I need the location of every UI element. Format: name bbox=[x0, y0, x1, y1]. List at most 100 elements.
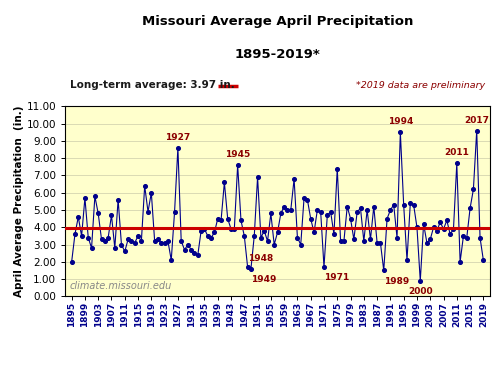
Point bbox=[78, 233, 86, 239]
Point bbox=[200, 226, 208, 232]
Point bbox=[194, 252, 202, 258]
Point bbox=[330, 231, 338, 237]
Point bbox=[217, 217, 225, 223]
Point bbox=[326, 209, 334, 215]
Text: 1945: 1945 bbox=[225, 150, 250, 159]
Point bbox=[104, 234, 112, 241]
Point bbox=[174, 145, 182, 151]
Point bbox=[150, 238, 158, 244]
Point bbox=[121, 249, 129, 255]
Point bbox=[177, 238, 185, 244]
Point bbox=[470, 186, 478, 192]
Point bbox=[390, 202, 398, 208]
Point bbox=[386, 207, 394, 213]
Point bbox=[138, 238, 145, 244]
Point bbox=[450, 226, 458, 232]
Point bbox=[180, 247, 188, 253]
Point bbox=[88, 245, 96, 251]
Point bbox=[167, 257, 175, 263]
Point bbox=[366, 236, 374, 242]
Point bbox=[346, 215, 354, 222]
Point bbox=[413, 224, 421, 230]
Point bbox=[98, 236, 106, 242]
Point bbox=[94, 211, 102, 217]
Point bbox=[356, 205, 364, 211]
Point bbox=[316, 209, 324, 215]
Point bbox=[277, 211, 285, 217]
Point bbox=[287, 207, 295, 213]
Text: climate.missouri.edu: climate.missouri.edu bbox=[69, 281, 172, 291]
Point bbox=[247, 266, 255, 272]
Point bbox=[423, 240, 431, 246]
Point bbox=[306, 215, 314, 222]
Point bbox=[257, 234, 265, 241]
Point bbox=[396, 129, 404, 135]
Point bbox=[393, 234, 401, 241]
Point bbox=[453, 160, 461, 166]
Point bbox=[472, 128, 480, 134]
Text: Long-term average: 3.97 in.: Long-term average: 3.97 in. bbox=[70, 81, 235, 90]
Point bbox=[476, 234, 484, 241]
Point bbox=[370, 204, 378, 210]
Point bbox=[310, 230, 318, 236]
Point bbox=[190, 250, 198, 256]
Text: 1895-2019*: 1895-2019* bbox=[234, 48, 320, 60]
Point bbox=[340, 238, 348, 244]
Text: Missouri Average April Precipitation: Missouri Average April Precipitation bbox=[142, 15, 413, 28]
Point bbox=[111, 245, 119, 251]
Point bbox=[81, 195, 89, 201]
Point bbox=[403, 257, 411, 263]
Point bbox=[300, 195, 308, 201]
Point bbox=[363, 207, 371, 213]
Point bbox=[214, 215, 222, 222]
Point bbox=[260, 228, 268, 234]
Text: 1994: 1994 bbox=[388, 117, 413, 126]
Point bbox=[430, 224, 438, 230]
Point bbox=[244, 264, 252, 270]
Point bbox=[267, 211, 275, 217]
Point bbox=[210, 230, 218, 236]
Y-axis label: April Average Precipitation  (in.): April Average Precipitation (in.) bbox=[14, 106, 24, 297]
Point bbox=[304, 196, 312, 203]
Point bbox=[463, 234, 471, 241]
Text: 1949: 1949 bbox=[251, 275, 276, 284]
Point bbox=[296, 242, 304, 248]
Point bbox=[373, 240, 381, 246]
Text: 2011: 2011 bbox=[444, 148, 469, 157]
Point bbox=[284, 207, 292, 213]
Point bbox=[406, 200, 414, 206]
Point bbox=[118, 242, 126, 248]
Point bbox=[456, 259, 464, 265]
Point bbox=[400, 202, 407, 208]
Point bbox=[466, 205, 474, 211]
Point bbox=[270, 242, 278, 248]
Point bbox=[240, 233, 248, 239]
Point bbox=[436, 219, 444, 225]
Point bbox=[74, 214, 82, 220]
Point bbox=[204, 233, 212, 239]
Text: 2000: 2000 bbox=[408, 287, 432, 296]
Point bbox=[480, 257, 488, 263]
Point bbox=[416, 278, 424, 284]
Point bbox=[336, 238, 344, 244]
Text: 1971: 1971 bbox=[324, 273, 349, 282]
Point bbox=[294, 234, 302, 241]
Point bbox=[207, 234, 215, 241]
Point bbox=[197, 228, 205, 234]
Point bbox=[134, 233, 142, 239]
Point bbox=[314, 207, 322, 213]
Point bbox=[148, 190, 156, 196]
Point bbox=[164, 238, 172, 244]
Point bbox=[380, 268, 388, 274]
Text: 2017: 2017 bbox=[464, 116, 489, 125]
Point bbox=[130, 240, 138, 246]
Point bbox=[254, 174, 262, 180]
Point bbox=[264, 238, 272, 244]
Point bbox=[420, 221, 428, 227]
Point bbox=[71, 231, 79, 237]
Point bbox=[230, 226, 238, 232]
Point bbox=[376, 240, 384, 246]
Point bbox=[343, 204, 351, 210]
Point bbox=[68, 259, 76, 265]
Point bbox=[290, 176, 298, 182]
